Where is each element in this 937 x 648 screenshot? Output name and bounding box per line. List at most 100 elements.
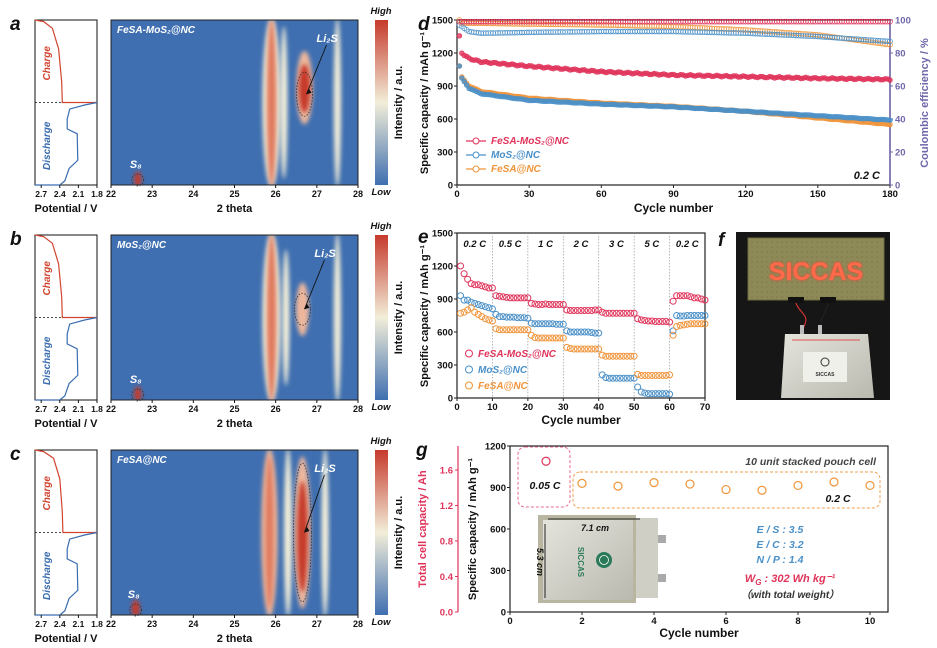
led-board [747, 237, 885, 301]
data-point [757, 485, 767, 495]
data-point [534, 334, 542, 342]
data-point [620, 352, 628, 360]
data-point [690, 312, 698, 319]
data-point [634, 315, 642, 323]
y-axis-label: Specific capacity / mAh g⁻¹ [467, 458, 479, 600]
data-point [542, 334, 550, 342]
data-point [499, 313, 507, 321]
data-point [542, 300, 550, 308]
heatmap-intensity-region [333, 235, 342, 400]
data-point [655, 390, 663, 398]
s8-label: S₈ [130, 159, 142, 171]
data-point [641, 371, 649, 379]
data-point [563, 343, 571, 351]
data-point [549, 301, 557, 308]
li2s-region-outline [296, 71, 313, 117]
data-point [697, 295, 705, 303]
legend-label: FeSA@NC [478, 381, 529, 392]
data-point [566, 307, 574, 315]
siccas-logo-icon [820, 357, 830, 367]
data-point [481, 283, 489, 291]
data-point [655, 318, 663, 326]
data-point [577, 328, 585, 336]
data-point [513, 294, 521, 302]
data-point [602, 374, 610, 382]
data-point [721, 484, 731, 495]
data-point [496, 313, 504, 321]
y-tick-label: 0 [448, 394, 453, 405]
data-point [581, 307, 589, 315]
data-point [588, 307, 596, 315]
theta-tick-label: 28 [353, 404, 363, 414]
data-point [577, 478, 587, 488]
heatmap-intensity-region [298, 64, 311, 113]
data-point [573, 307, 581, 315]
pouch-seal [636, 518, 658, 598]
cell-parameter: E / C : 3.2 [756, 539, 803, 551]
charge-curve [34, 449, 97, 534]
data-point [517, 314, 525, 322]
connector [788, 297, 804, 303]
potential-tick-label: 1.8 [91, 619, 103, 629]
plot-frame [456, 232, 706, 399]
data-point [612, 352, 620, 360]
data-point [655, 371, 663, 379]
data-point [573, 328, 581, 336]
data-point [605, 374, 613, 382]
panel-d: d0 30 60 90 120 150 18003006009001200150002040… [418, 14, 931, 215]
cell-logo-text: SICCAS [816, 372, 836, 378]
data-point [552, 320, 560, 328]
panel-g: g 0 2 4 6 8 10 0 300 600 900 1200 0.0 0.4 0.8 1.2 1.6 Tot… [415, 440, 889, 640]
y-right-tick-label: 100 [895, 16, 911, 27]
li2s-region-outline [293, 462, 312, 603]
data-point [496, 292, 504, 300]
potential-tick-label: 1.8 [91, 404, 103, 414]
data-point [673, 292, 681, 300]
led-display-text: SICCAS [769, 258, 863, 286]
x-tick-label: 10 [865, 616, 876, 627]
x-tick-label: 90 [668, 189, 679, 200]
data-point [492, 310, 500, 318]
data-point [666, 371, 674, 379]
s8-label: S₈ [130, 374, 142, 386]
data-point [669, 327, 677, 335]
data-point [620, 374, 628, 382]
data-point [683, 320, 691, 328]
data-point [648, 390, 656, 398]
data-point [464, 275, 472, 283]
colorbar-low-label: Low [372, 617, 392, 628]
data-point [577, 345, 585, 353]
series-blue [456, 22, 893, 123]
data-point [577, 307, 585, 315]
x-tick-label: 180 [882, 189, 898, 200]
data-point [683, 312, 691, 319]
data-point [690, 320, 698, 328]
data-point [467, 304, 475, 312]
data-point [581, 328, 589, 336]
data-point [524, 326, 532, 334]
x-tick-label: 40 [593, 402, 604, 413]
data-point [644, 390, 652, 398]
capacity-point [887, 77, 893, 83]
data-point [609, 352, 617, 360]
cell-tab [658, 574, 666, 582]
data-point [510, 294, 518, 302]
data-point [488, 305, 496, 313]
charge-curve [34, 19, 97, 104]
data-point [570, 345, 578, 353]
theta-tick-label: 25 [229, 619, 239, 629]
data-point [641, 389, 649, 397]
data-point [545, 301, 553, 308]
data-point [478, 282, 486, 290]
data-point [623, 309, 631, 317]
data-point [527, 331, 535, 339]
data-point [609, 374, 617, 382]
li2s-label: Li₂S [314, 248, 336, 260]
data-point [485, 316, 493, 324]
total-capacity-axis-label: Total cell capacity / Ah [417, 470, 429, 588]
heatmap-intensity-region [134, 386, 142, 400]
potential-tick-label: 2.7 [35, 404, 47, 414]
theta-tick-label: 27 [312, 619, 322, 629]
